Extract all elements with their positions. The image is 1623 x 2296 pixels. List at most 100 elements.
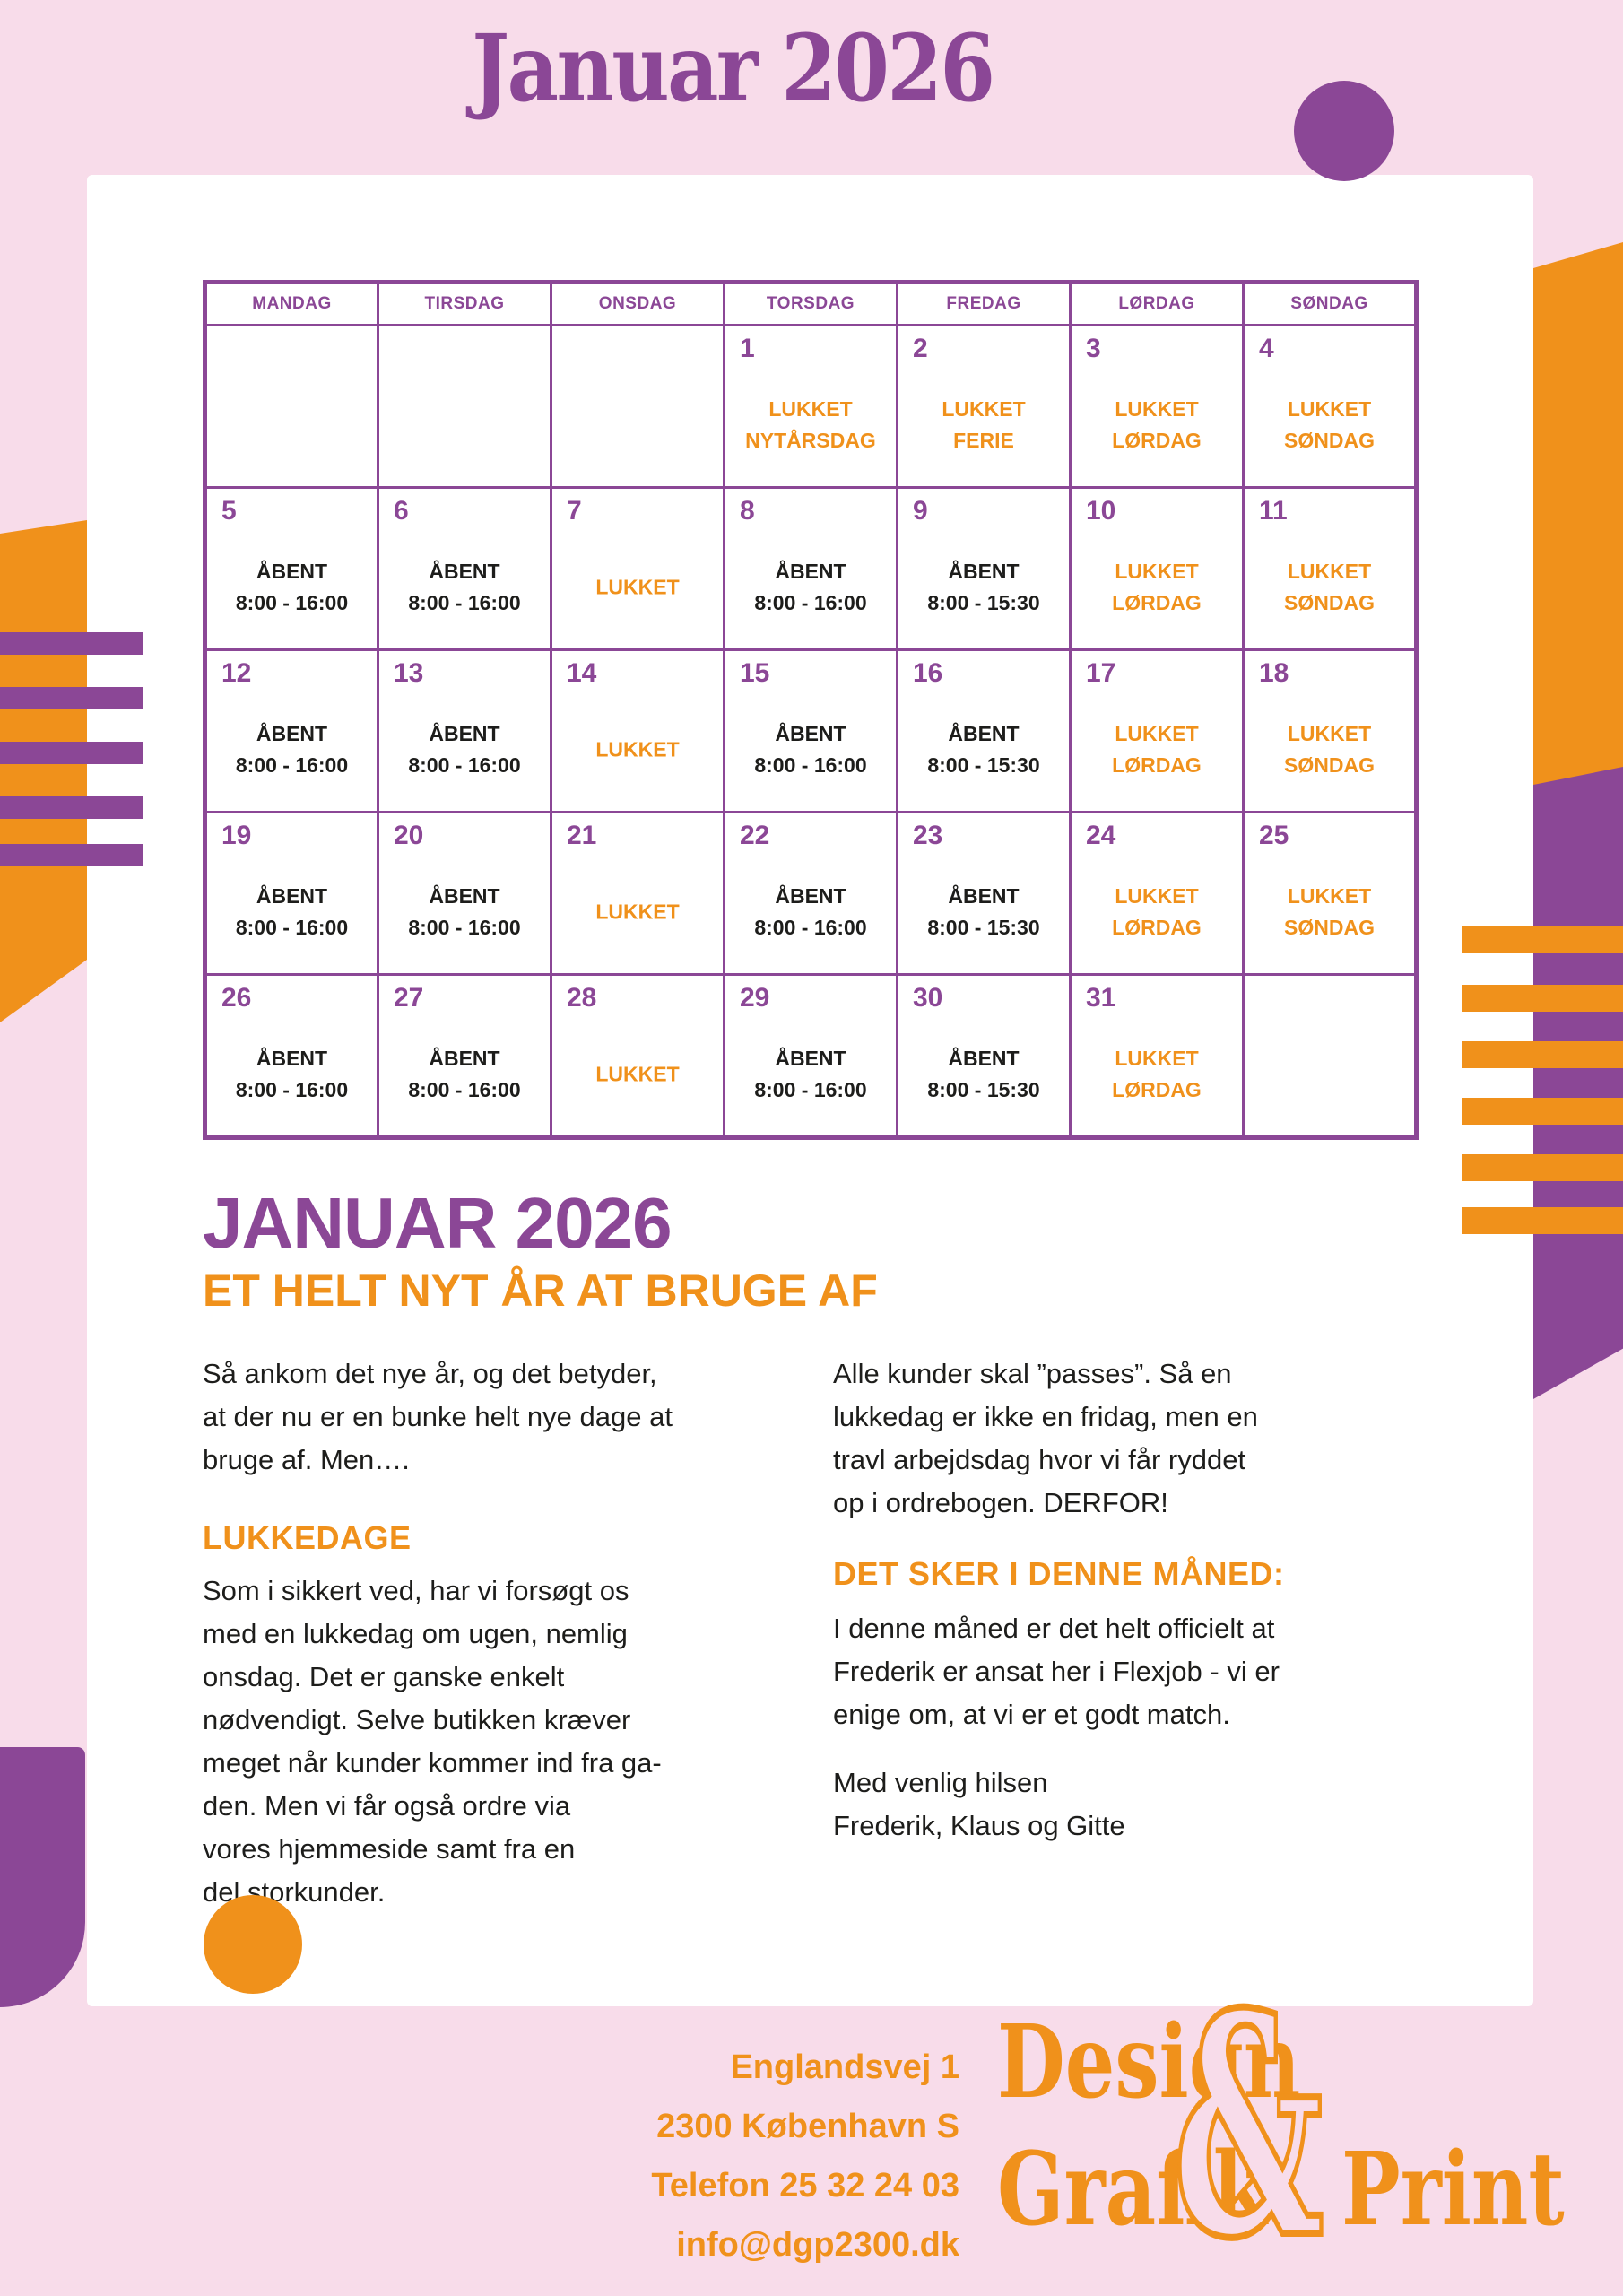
heading-det-sker: DET SKER I DENNE MÅNED: <box>833 1555 1285 1592</box>
calendar: MANDAG TIRSDAG ONSDAG TORSDAG FREDAG LØRDAG SØ… <box>203 280 1419 1140</box>
calendar-cell: 2 LUKKET FERIE <box>896 324 1072 489</box>
day-number: 19 <box>221 821 252 850</box>
logo-ampersand: & <box>1171 1948 1326 2296</box>
day-number: 29 <box>740 983 770 1013</box>
day-status: LUKKET LØRDAG <box>1112 1047 1202 1102</box>
day-number: 13 <box>394 658 424 688</box>
day-number: 2 <box>913 334 928 363</box>
paragraph-flexjob: I denne måned er det helt officielt at F… <box>833 1613 1280 1730</box>
calendar-cell: 9 ÅBENT 8:00 - 15:30 <box>896 486 1072 651</box>
calendar-cell: 15 ÅBENT 8:00 - 16:00 <box>723 648 898 813</box>
calendar-cell: 4 LUKKET SØNDAG <box>1242 324 1418 489</box>
calendar-cell: 13 ÅBENT 8:00 - 16:00 <box>377 648 552 813</box>
calendar-cell: 24 LUKKET LØRDAG <box>1069 811 1245 976</box>
calendar-cell: 18 LUKKET SØNDAG <box>1242 648 1418 813</box>
day-status: LUKKET <box>595 737 680 761</box>
decor-purple-blob-left <box>0 1747 85 2007</box>
day-status: ÅBENT 8:00 - 16:00 <box>408 722 521 778</box>
calendar-day-header: MANDAG <box>204 281 379 326</box>
day-number: 30 <box>913 983 943 1013</box>
decor-purple-bar <box>0 632 143 655</box>
day-number: 25 <box>1259 821 1289 850</box>
decor-purple-bar <box>0 742 143 764</box>
day-number: 10 <box>1086 496 1116 526</box>
logo-word-print: Print <box>1341 2131 1565 2248</box>
day-number: 9 <box>913 496 928 526</box>
day-number: 16 <box>913 658 943 688</box>
day-status: ÅBENT 8:00 - 16:00 <box>408 1047 521 1102</box>
day-status: ÅBENT 8:00 - 16:00 <box>754 560 867 615</box>
day-status: ÅBENT 8:00 - 16:00 <box>754 1047 867 1102</box>
paragraph-intro: Så ankom det nye år, og det betyder, at … <box>203 1358 673 1475</box>
day-status: ÅBENT 8:00 - 16:00 <box>235 560 349 615</box>
decor-purple-bar <box>0 796 143 819</box>
logo-word-grafik: Grafik <box>997 2131 1268 2248</box>
day-status: LUKKET <box>595 900 680 924</box>
article-left-column: Så ankom det nye år, og det betyder, at … <box>203 1352 803 1914</box>
calendar-cell: 26 ÅBENT 8:00 - 16:00 <box>204 973 379 1139</box>
day-number: 26 <box>221 983 252 1013</box>
day-number: 21 <box>567 821 597 850</box>
day-number: 12 <box>221 658 252 688</box>
day-number: 5 <box>221 496 237 526</box>
decor-purple-bar <box>0 687 143 709</box>
company-logo: Design Grafik & Print <box>994 1971 1585 2296</box>
calendar-day-header: FREDAG <box>896 281 1072 326</box>
section-subheading: ET HELT NYT ÅR AT BRUGE AF <box>203 1265 878 1316</box>
day-status: LUKKET LØRDAG <box>1112 397 1202 453</box>
calendar-cell: 1 LUKKET NYTÅRSDAG <box>723 324 898 489</box>
day-status: LUKKET NYTÅRSDAG <box>745 397 876 453</box>
calendar-cell: 16 ÅBENT 8:00 - 15:30 <box>896 648 1072 813</box>
day-status: LUKKET SØNDAG <box>1284 560 1375 615</box>
day-status: LUKKET <box>595 575 680 599</box>
day-status: LUKKET LØRDAG <box>1112 560 1202 615</box>
day-status: ÅBENT 8:00 - 15:30 <box>927 884 1040 940</box>
day-status: ÅBENT 8:00 - 16:00 <box>235 722 349 778</box>
day-status: LUKKET <box>595 1062 680 1086</box>
day-number: 14 <box>567 658 597 688</box>
day-number: 4 <box>1259 334 1274 363</box>
day-number: 1 <box>740 334 755 363</box>
day-number: 27 <box>394 983 424 1013</box>
calendar-cell: 5 ÅBENT 8:00 - 16:00 <box>204 486 379 651</box>
heading-lukkedage: LUKKEDAGE <box>203 1519 412 1556</box>
paragraph-kunder: Alle kunder skal ”passes”. Så en lukkeda… <box>833 1358 1258 1518</box>
decor-orange-stripe <box>1462 1207 1623 1234</box>
signature: Med venlig hilsen Frederik, Klaus og Git… <box>833 1767 1125 1841</box>
decor-orange-wedge-left <box>0 520 87 1022</box>
section-heading: JANUAR 2026 <box>203 1183 673 1263</box>
day-number: 8 <box>740 496 755 526</box>
decor-purple-bar <box>0 844 143 866</box>
day-number: 23 <box>913 821 943 850</box>
calendar-day-header: SØNDAG <box>1242 281 1418 326</box>
calendar-cell <box>204 324 379 489</box>
calendar-day-header: TORSDAG <box>723 281 898 326</box>
day-number: 18 <box>1259 658 1289 688</box>
calendar-cell: 30 ÅBENT 8:00 - 15:30 <box>896 973 1072 1139</box>
decor-orange-stripe <box>1462 1154 1623 1181</box>
day-status: ÅBENT 8:00 - 15:30 <box>927 560 1040 615</box>
calendar-cell <box>377 324 552 489</box>
calendar-cell: 23 ÅBENT 8:00 - 15:30 <box>896 811 1072 976</box>
decor-orange-stripe <box>1462 985 1623 1012</box>
paragraph-lukkedage: Som i sikkert ved, har vi forsøgt os med… <box>203 1575 662 1908</box>
calendar-cell: 12 ÅBENT 8:00 - 16:00 <box>204 648 379 813</box>
calendar-day-header: TIRSDAG <box>377 281 552 326</box>
page-title: Januar 2026 <box>0 14 1465 123</box>
day-status: LUKKET SØNDAG <box>1284 397 1375 453</box>
day-status: LUKKET SØNDAG <box>1284 884 1375 940</box>
calendar-cell <box>550 324 725 489</box>
contact-address: Englandsvej 1 2300 København S Telefon 2… <box>651 2048 959 2264</box>
day-number: 6 <box>394 496 409 526</box>
calendar-cell: 11 LUKKET SØNDAG <box>1242 486 1418 651</box>
day-status: LUKKET LØRDAG <box>1112 884 1202 940</box>
calendar-cell: 29 ÅBENT 8:00 - 16:00 <box>723 973 898 1139</box>
decor-purple-slab-right <box>1533 767 1623 1399</box>
page-title-text: Januar 2026 <box>472 14 995 123</box>
calendar-cell <box>1242 973 1418 1139</box>
calendar-cell: 25 LUKKET SØNDAG <box>1242 811 1418 976</box>
day-number: 3 <box>1086 334 1101 363</box>
decor-orange-wedge-right <box>1533 242 1623 785</box>
article-right-column: Alle kunder skal ”passes”. Så en lukkeda… <box>833 1352 1434 1848</box>
